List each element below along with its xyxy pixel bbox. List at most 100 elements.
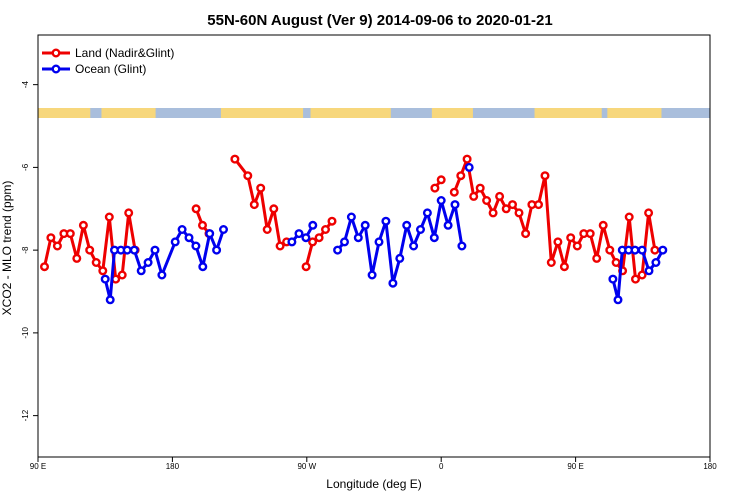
land-ocean-mask-strip [38, 108, 710, 118]
y-axis-label: XCO2 - MLO trend (ppm) [0, 181, 14, 316]
ocean-strip [303, 108, 311, 118]
data-point [592, 253, 602, 263]
data-point [585, 229, 595, 239]
data-point [353, 233, 363, 243]
data-point [488, 208, 498, 218]
data-point [475, 183, 485, 193]
x-axis-label: Longitude (deg E) [326, 477, 421, 491]
data-point [275, 241, 285, 251]
data-point [605, 245, 615, 255]
data-point [269, 204, 279, 214]
data-point [91, 258, 101, 268]
ocean-strip [661, 108, 710, 118]
ocean-strip [155, 108, 221, 118]
data-point [177, 224, 187, 234]
data-point [650, 245, 660, 255]
data-point [198, 262, 208, 272]
data-point [402, 220, 412, 230]
data-point [150, 245, 160, 255]
data-point [308, 237, 318, 247]
data-point [521, 229, 531, 239]
data-point [540, 171, 550, 181]
data-point [546, 258, 556, 268]
data-point [374, 237, 384, 247]
x-tick-label: 0 [439, 462, 444, 471]
data-point [457, 241, 467, 251]
data-point [508, 200, 518, 210]
data-point [553, 237, 563, 247]
y-tick-label: -10 [21, 327, 30, 339]
data-point [456, 171, 466, 181]
data-point [572, 241, 582, 251]
data-point [191, 204, 201, 214]
data-point [78, 220, 88, 230]
data-point [143, 258, 153, 268]
data-point [651, 258, 661, 268]
data-point [462, 154, 472, 164]
data-point [464, 162, 474, 172]
data-point [416, 224, 426, 234]
data-point [388, 278, 398, 288]
data-point [436, 195, 446, 205]
data-point [514, 208, 524, 218]
legend: Land (Nadir&Glint) Ocean (Glint) [42, 46, 174, 76]
y-tick-label: -12 [21, 409, 30, 421]
data-point [501, 204, 511, 214]
data-point [243, 171, 253, 181]
data-point [598, 220, 608, 230]
data-point [249, 200, 259, 210]
data-point [122, 245, 132, 255]
x-tick-label: 90 W [297, 462, 316, 471]
data-point [256, 183, 266, 193]
axis-ticks: 90 E 180 90 W 0 90 E 180 -12 -10 -8 -6 -4 [21, 81, 717, 471]
x-tick-label: 180 [166, 462, 180, 471]
data-point [98, 266, 108, 276]
data-point [205, 229, 215, 239]
data-point [157, 270, 167, 280]
x-tick-label: 90 E [567, 462, 583, 471]
data-point [136, 266, 146, 276]
data-point [495, 191, 505, 201]
series-group [40, 154, 668, 305]
data-point [124, 208, 134, 218]
data-point [100, 274, 110, 284]
data-point [608, 274, 618, 284]
legend-label: Land (Nadir&Glint) [75, 46, 174, 60]
plot-frame [37, 34, 711, 458]
data-point [308, 220, 318, 230]
data-point [287, 237, 297, 247]
data-point [191, 241, 201, 251]
ocean-strip [601, 108, 608, 118]
data-point [381, 216, 391, 226]
y-tick-label: -8 [21, 246, 30, 254]
data-point [644, 208, 654, 218]
data-point [346, 212, 356, 222]
data-point [482, 195, 492, 205]
data-point [409, 241, 419, 251]
data-point [314, 233, 324, 243]
legend-label: Ocean (Glint) [75, 62, 146, 76]
data-point [105, 295, 115, 305]
data-point [566, 233, 576, 243]
data-point [637, 270, 647, 280]
data-point [46, 233, 56, 243]
data-point [469, 191, 479, 201]
data-point [422, 208, 432, 218]
data-point [40, 262, 50, 272]
data-point [72, 253, 82, 263]
data-point [644, 266, 654, 276]
data-point [340, 237, 350, 247]
data-point [449, 187, 459, 197]
data-point [262, 224, 272, 234]
y-tick-label: -6 [21, 163, 30, 171]
data-point [631, 274, 641, 284]
data-point [212, 245, 222, 255]
data-point [443, 220, 453, 230]
data-point [327, 216, 337, 226]
data-point [534, 200, 544, 210]
data-point [436, 175, 446, 185]
data-point [450, 200, 460, 210]
series-line [233, 158, 288, 248]
x-tick-label: 180 [703, 462, 717, 471]
